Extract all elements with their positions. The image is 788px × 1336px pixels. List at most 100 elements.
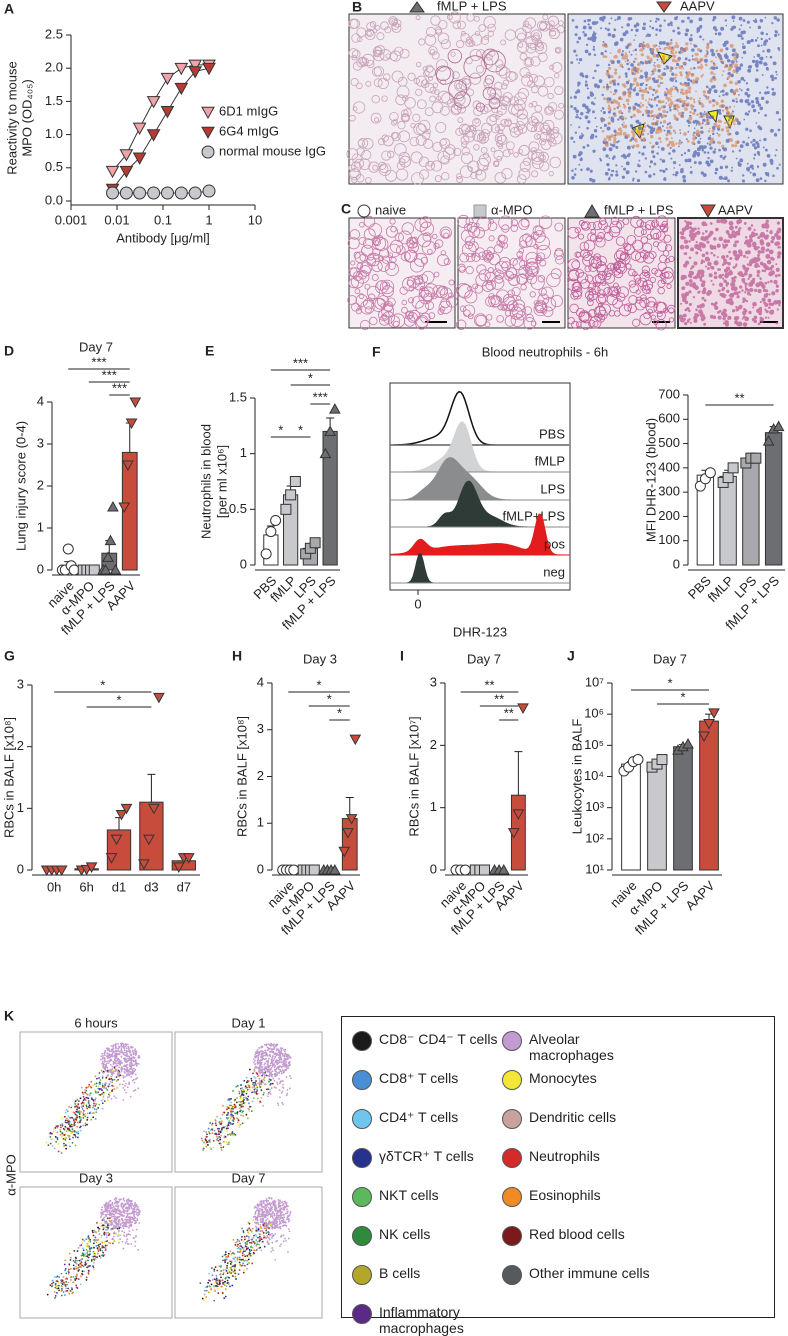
legend-item: NKT cells [352, 1187, 512, 1207]
x-tick-label: 10 [248, 212, 262, 227]
y-axis-label: Reactivity to mouse [4, 61, 19, 174]
tsne-title: Day 1 [232, 1015, 266, 1030]
tissue-texture [435, 48, 506, 112]
data-point [104, 534, 117, 546]
data-point [682, 738, 694, 749]
data-point [329, 403, 341, 414]
data-point [459, 864, 471, 876]
chart-title: Blood neutrophils - 6h [482, 344, 608, 359]
panel-letter: E [205, 343, 214, 359]
data-point [119, 186, 133, 200]
y-tick-label: 3 [17, 676, 24, 691]
label-marker [409, 1, 425, 13]
data-point [122, 460, 134, 472]
y-tick-label: 0 [37, 561, 44, 576]
legend-label: NKT cells [379, 1187, 439, 1203]
y-tick-label: 0.0 [45, 192, 63, 207]
data-point [328, 863, 341, 875]
histogram-curve [391, 553, 569, 584]
data-point [260, 548, 272, 560]
y-tick-label: 0.5 [45, 159, 63, 174]
data-point [342, 828, 354, 839]
x-axis-label: Antibody [μg/ml] [116, 230, 209, 245]
data-point [160, 72, 175, 86]
y-tick-label: 200 [658, 508, 680, 523]
data-point [174, 62, 189, 76]
data-point [68, 564, 80, 576]
y-tick-label: 10⁴ [584, 768, 604, 783]
legend-item: NK cells [352, 1226, 512, 1246]
data-point [349, 734, 362, 746]
tissue-texture [455, 214, 565, 330]
label-marker [473, 204, 487, 218]
y-tick-label: 1.0 [45, 126, 63, 141]
label-marker [656, 1, 672, 13]
x-tick-label: 0.001 [55, 212, 88, 227]
legend-marker [201, 145, 215, 159]
y-tick-label: 2.5 [45, 26, 63, 41]
legend-item: Neutrophils [502, 1148, 662, 1168]
data-point [119, 149, 134, 162]
legend-swatch [502, 1148, 522, 1168]
x-axis-label: DHR-123 [453, 624, 507, 639]
bar [742, 460, 760, 566]
tsne-title: Day 7 [232, 1170, 266, 1185]
legend-label: normal mouse IgG [219, 143, 326, 158]
image-label: fMLP + LPS [437, 0, 507, 13]
legend-item: CD4⁺ T cells [352, 1109, 512, 1129]
tsne-dots [100, 1042, 141, 1101]
y-tick-label: 2 [257, 768, 264, 783]
data-point [188, 59, 203, 72]
legend-item: B cells [352, 1265, 512, 1285]
y-tick-label: 2 [430, 737, 437, 752]
data-point [289, 476, 301, 487]
histogram-label: fMLP [535, 453, 565, 468]
significance-label: *** [293, 355, 308, 370]
legend-swatch [352, 1109, 372, 1129]
histogram-frame [389, 382, 571, 591]
y-tick-label: 0 [257, 861, 264, 876]
tsne-dots [99, 1197, 141, 1251]
tsne-dots [204, 1078, 263, 1149]
y-axis-label: RBCs in BALF [x10⁸] [1, 717, 16, 838]
data-point [324, 425, 336, 436]
data-point [143, 834, 155, 846]
data-point [107, 500, 119, 512]
tissue-texture [601, 41, 739, 148]
significance-label: * [308, 370, 313, 385]
y-tick-label: 1.5 [229, 389, 247, 404]
histogram-label: pos [544, 536, 565, 551]
tsne-dots [57, 1227, 119, 1292]
y-tick-label: 400 [658, 459, 680, 474]
bar [673, 746, 693, 871]
tissue-texture [347, 216, 458, 331]
data-point [762, 435, 775, 446]
panel-letter: J [567, 648, 575, 664]
significance-label: * [327, 691, 332, 706]
y-tick-label: 1 [37, 519, 44, 534]
significance-label: * [116, 692, 121, 707]
panel-letter: A [4, 1, 14, 17]
x-tick-label: d7 [177, 879, 191, 894]
y-tick-label: 4 [257, 674, 264, 689]
panel-letter: C [341, 201, 351, 217]
legend-label: γδTCR⁺ T cells [379, 1148, 474, 1164]
data-point [188, 66, 203, 79]
data-point [656, 754, 668, 766]
significance-label: * [316, 677, 321, 692]
label-marker [357, 204, 371, 218]
tsne-title: Day 3 [79, 1170, 113, 1185]
legend-item: CD8⁻ CD4⁻ T cells [352, 1031, 512, 1051]
legend-swatch [502, 1226, 522, 1246]
data-point [478, 864, 490, 876]
legend-swatch [502, 1070, 522, 1090]
y-tick-label: 1.5 [45, 93, 63, 108]
y-tick-label: 2 [37, 477, 44, 492]
image-label: fMLP + LPS [604, 202, 674, 217]
y-axis-label: Leukocytes in BALF [569, 719, 584, 835]
data-point [119, 165, 134, 179]
tsne-dots [50, 1217, 114, 1292]
data-point [105, 165, 120, 179]
x-tick-label: 0h [47, 879, 61, 894]
legend-label: Inflammatory macrophages [379, 1304, 464, 1336]
